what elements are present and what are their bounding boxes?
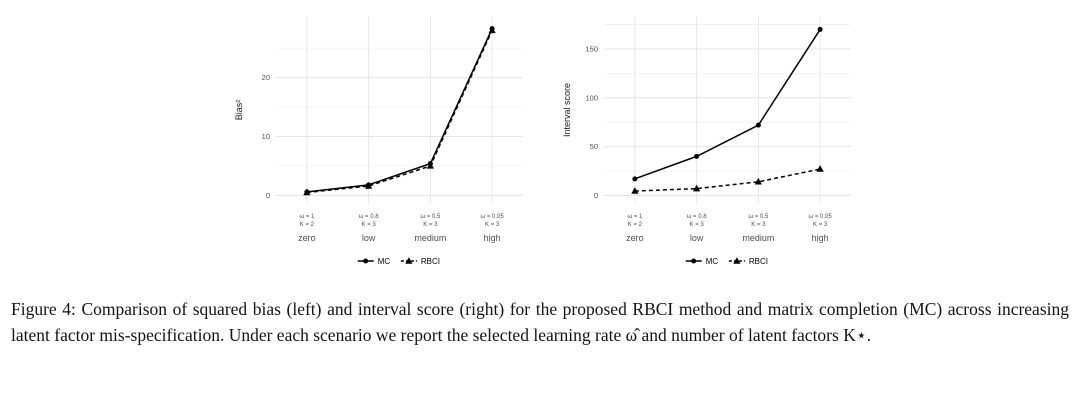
x-sublabel-omega: ω = 0.05 — [809, 214, 833, 220]
x-sublabel-omega: ω = 0.8 — [359, 214, 380, 220]
legend-label: MC — [706, 257, 719, 266]
bias-squared-chart: 0 10 20 Bias² ω = 1 K = 2 zero ω = 0.8 K = 3 low ω… — [230, 4, 530, 281]
legend-item-rbci: RBCI — [400, 257, 440, 266]
x-sublabel-k: K = 3 — [485, 222, 500, 228]
y-tick-label: 0 — [594, 191, 598, 200]
legend-item-rbci: RBCI — [728, 257, 768, 266]
charts-row: 0 10 20 Bias² ω = 1 K = 2 zero ω = 0.8 K = 3 low ω… — [230, 4, 858, 281]
marker-triangle — [631, 187, 639, 194]
y-tick-label: 150 — [585, 45, 598, 54]
y-axis-label: Interval score — [562, 83, 572, 137]
x-category-label: medium — [414, 233, 446, 243]
marker-circle — [632, 176, 638, 182]
y-tick-label: 50 — [590, 142, 598, 151]
marker-triangle — [365, 182, 373, 189]
x-sublabel-k: K = 3 — [423, 222, 438, 228]
interval-score-chart-svg: 0 50 100 150 Interval score ω = 1 K = 2 zero ω =… — [562, 16, 851, 266]
legend-label: RBCI — [749, 257, 768, 266]
x-sublabel-omega: ω = 0.5 — [748, 214, 769, 220]
x-category-label: high — [484, 233, 501, 243]
series-line-rbci — [634, 168, 821, 192]
legend-item-mc: MC — [357, 257, 391, 266]
marker-triangle — [693, 184, 701, 192]
interval-score-chart: 0 50 100 150 Interval score ω = 1 K = 2 zero ω =… — [558, 4, 858, 281]
marker-circle — [694, 153, 700, 159]
marker-circle — [817, 26, 823, 32]
marker-triangle — [488, 26, 496, 34]
figure-caption: Figure 4: Comparison of squared bias (le… — [11, 299, 1069, 346]
marker-triangle — [426, 162, 434, 169]
series-line-mc — [306, 28, 493, 193]
legend-label: MC — [378, 257, 391, 266]
x-category-label: high — [812, 233, 829, 243]
x-category-label: low — [362, 233, 376, 243]
x-category-label: medium — [742, 233, 774, 243]
legend-item-mc: MC — [685, 257, 719, 266]
x-sublabel-omega: ω = 1 — [627, 214, 643, 220]
y-tick-label: 0 — [266, 191, 270, 200]
x-sublabel-k: K = 2 — [300, 222, 315, 228]
x-sublabel-omega: ω = 1 — [299, 214, 315, 220]
y-tick-label: 100 — [585, 93, 598, 102]
x-sublabel-omega: ω = 0.5 — [420, 214, 441, 220]
marker-triangle — [816, 165, 824, 172]
x-sublabel-k: K = 3 — [751, 222, 766, 228]
legend-marker-triangle — [405, 257, 413, 264]
marker-circle — [755, 122, 761, 128]
series-line-rbci — [306, 30, 493, 194]
x-sublabel-k: K = 3 — [690, 222, 705, 228]
y-tick-label: 20 — [262, 73, 270, 82]
y-tick-label: 10 — [262, 132, 270, 141]
x-sublabel-k: K = 3 — [362, 222, 377, 228]
legend-label: RBCI — [421, 257, 440, 266]
x-category-label: zero — [626, 233, 644, 243]
bias-squared-chart-svg: 0 10 20 Bias² ω = 1 K = 2 zero ω = 0.8 K = 3 low ω… — [234, 16, 523, 266]
legend-marker-triangle — [733, 257, 741, 264]
x-sublabel-omega: ω = 0.8 — [687, 214, 708, 220]
marker-triangle — [754, 177, 762, 185]
x-category-label: low — [690, 233, 704, 243]
series-line-mc — [634, 29, 821, 180]
y-axis-label: Bias² — [234, 100, 244, 121]
marker-triangle — [303, 188, 311, 196]
x-sublabel-k: K = 3 — [813, 222, 828, 228]
legend-marker-circle — [363, 258, 369, 264]
x-category-label: zero — [298, 233, 316, 243]
x-sublabel-k: K = 2 — [628, 222, 643, 228]
x-sublabel-omega: ω = 0.05 — [481, 214, 505, 220]
legend-marker-circle — [691, 258, 697, 264]
